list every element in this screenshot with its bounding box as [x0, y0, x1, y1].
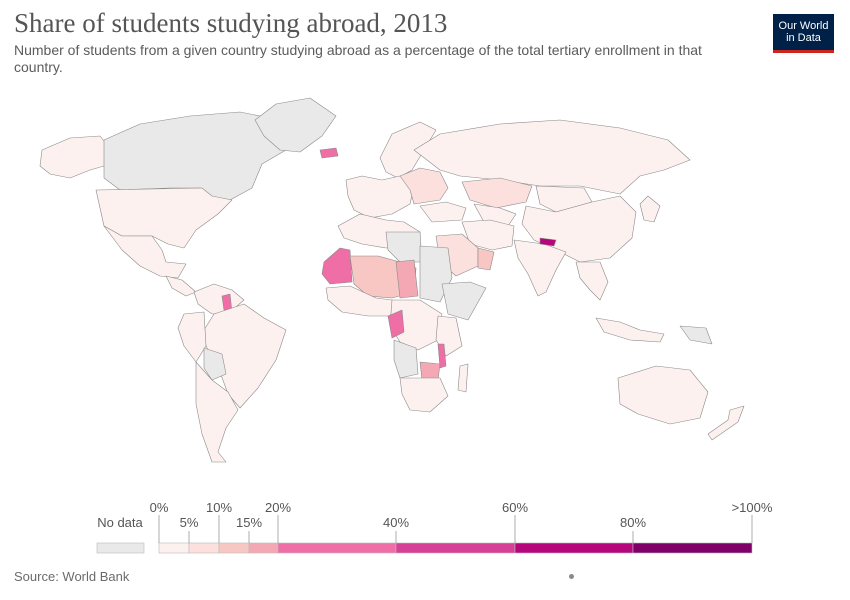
legend-bin-40-60[interactable]: [395, 542, 516, 554]
country-bolivia[interactable]: [203, 347, 227, 381]
country-india[interactable]: [513, 239, 567, 297]
country-argentina-chile[interactable]: [195, 361, 239, 463]
chart-title: Share of students studying abroad, 2013: [14, 8, 448, 38]
country-australia[interactable]: [617, 365, 709, 425]
pagination-dot[interactable]: [569, 574, 574, 579]
country-madagascar[interactable]: [457, 363, 469, 393]
country-russia[interactable]: [413, 119, 691, 195]
legend-label-5: 5%: [180, 515, 199, 530]
source-note: Source: World Bank: [14, 569, 130, 584]
country-central-america[interactable]: [165, 275, 197, 297]
country-turkey-caucasus[interactable]: [419, 201, 467, 223]
owid-logo[interactable]: Our World in Data: [773, 14, 834, 53]
country-southeast-asia[interactable]: [575, 261, 609, 301]
country-ethiopia-somalia[interactable]: [441, 281, 487, 321]
logo-line-2: in Data: [786, 32, 821, 44]
country-alaska[interactable]: [39, 135, 109, 179]
country-southern-africa[interactable]: [399, 377, 449, 413]
country-iceland[interactable]: [319, 147, 339, 159]
country-nepal[interactable]: [539, 237, 557, 247]
legend-bin-80-100[interactable]: [632, 542, 753, 554]
legend-label-20: 20%: [265, 500, 291, 515]
country-mexico[interactable]: [103, 225, 187, 279]
legend-bin-10-15[interactable]: [218, 542, 250, 554]
country-papua-new-guinea[interactable]: [679, 325, 713, 345]
country-new-zealand[interactable]: [707, 405, 745, 441]
country-greenland[interactable]: [254, 97, 337, 153]
legend-label-100: >100%: [732, 500, 773, 515]
legend-label-10: 10%: [206, 500, 232, 515]
chart-subtitle: Number of students from a given country …: [14, 42, 702, 75]
legend-no-data-swatch[interactable]: [96, 542, 145, 554]
country-western-europe[interactable]: [345, 175, 415, 219]
logo-line-1: Our World: [778, 20, 829, 32]
country-korea-japan[interactable]: [639, 195, 661, 223]
legend-bin-15-20[interactable]: [248, 542, 279, 554]
legend-no-data-label: No data: [97, 515, 143, 530]
legend-label-80: 80%: [620, 515, 646, 530]
legend-bin-20-40[interactable]: [277, 542, 397, 554]
legend-label-40: 40%: [383, 515, 409, 530]
legend-label-15: 15%: [236, 515, 262, 530]
country-republic-of-congo[interactable]: [387, 309, 405, 339]
country-kazakhstan[interactable]: [461, 177, 533, 209]
legend-bin-0-5[interactable]: [158, 542, 190, 554]
country-angola[interactable]: [393, 339, 419, 379]
country-eastern-europe[interactable]: [399, 167, 449, 205]
country-oman[interactable]: [477, 247, 495, 271]
legend-bin-5-10[interactable]: [188, 542, 220, 554]
legend-label-60: 60%: [502, 500, 528, 515]
country-malawi[interactable]: [437, 343, 447, 369]
legend-bin-60-80[interactable]: [514, 542, 634, 554]
country-mauritania[interactable]: [321, 247, 353, 285]
country-indonesia[interactable]: [595, 317, 665, 343]
country-niger[interactable]: [395, 259, 419, 299]
legend-label-0: 0%: [150, 500, 169, 515]
